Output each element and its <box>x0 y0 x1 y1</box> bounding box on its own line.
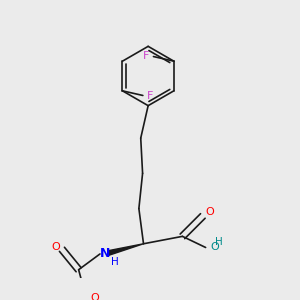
Text: H: H <box>215 237 223 247</box>
Text: N: N <box>99 248 110 260</box>
Polygon shape <box>108 244 143 255</box>
Text: O: O <box>206 207 214 217</box>
Text: F: F <box>143 51 149 61</box>
Text: H: H <box>111 257 119 267</box>
Text: O: O <box>51 242 60 251</box>
Text: O: O <box>210 242 219 253</box>
Text: F: F <box>147 92 154 101</box>
Text: O: O <box>90 293 99 300</box>
